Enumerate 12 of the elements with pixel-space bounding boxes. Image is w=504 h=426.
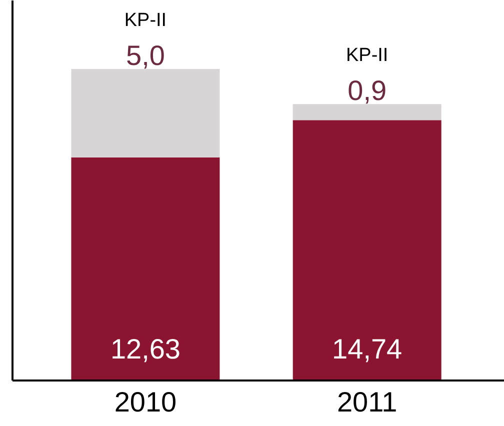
x-tick-label: 2011 (336, 386, 398, 418)
data-label: 14,74 (332, 334, 402, 364)
bar (292, 104, 442, 120)
data-label: 0,9 (348, 75, 387, 106)
data-label: 5,0 (126, 40, 165, 72)
bar (292, 120, 442, 380)
x-tick-label: 2010 (114, 386, 177, 418)
series-label: KP-II (346, 45, 388, 66)
data-label: 12,63 (110, 334, 181, 364)
bar (71, 69, 220, 158)
bar (71, 157, 220, 380)
text: KP-II (124, 10, 167, 32)
